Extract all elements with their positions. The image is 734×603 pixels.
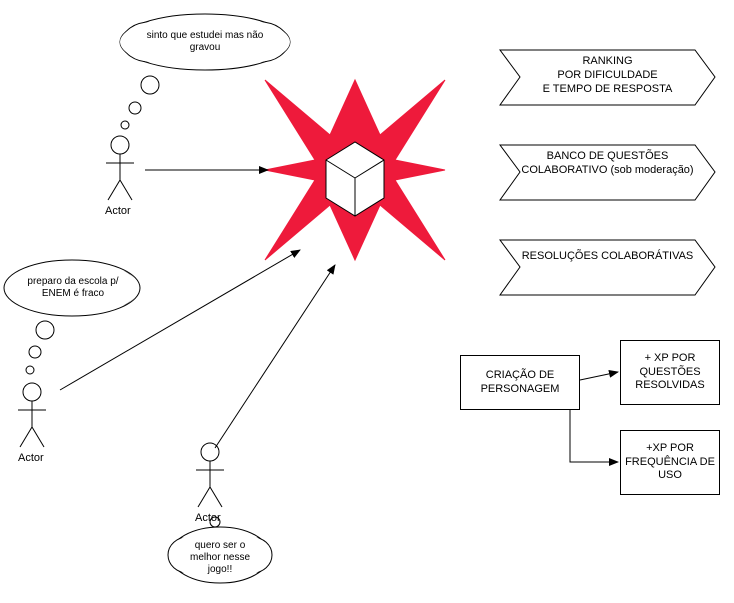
- actor-3: [196, 443, 224, 507]
- arrow-actor3-star: [215, 265, 335, 448]
- actor-1: [106, 136, 134, 200]
- actor-2-label: Actor: [18, 452, 44, 464]
- arrow-r1-r3: [570, 410, 618, 462]
- chevron-ranking-text: RANKINGPOR DIFICULDADEE TEMPO DE RESPOST…: [520, 55, 695, 96]
- star-burst: [265, 80, 445, 260]
- thought-text-3: quero ser o melhor nesse jogo!!: [185, 540, 255, 576]
- chevron-banco-text: BANCO DE QUESTÕES COLABORATIVO (sob mode…: [520, 150, 695, 178]
- thought-text-1: sinto que estudei mas não gravou: [135, 30, 275, 54]
- rect-xp-questoes: + XP POR QUESTÕES RESOLVIDAS: [620, 340, 720, 405]
- actor-1-label: Actor: [105, 205, 131, 217]
- rect-criacao-personagem: CRIAÇÃO DE PERSONAGEM: [460, 355, 580, 410]
- rect-xp-frequencia: +XP POR FREQUÊNCIA DE USO: [620, 430, 720, 495]
- actor-3-label: Actor: [195, 512, 221, 524]
- arrow-r1-r2: [580, 372, 618, 380]
- chevron-resolucoes-text: RESOLUÇÕES COLABORÁTIVAS: [520, 250, 695, 264]
- actor-2: [18, 383, 46, 447]
- thought-text-2: preparo da escola p/ ENEM é fraco: [18, 276, 128, 300]
- chevron-resolucoes: [500, 240, 715, 295]
